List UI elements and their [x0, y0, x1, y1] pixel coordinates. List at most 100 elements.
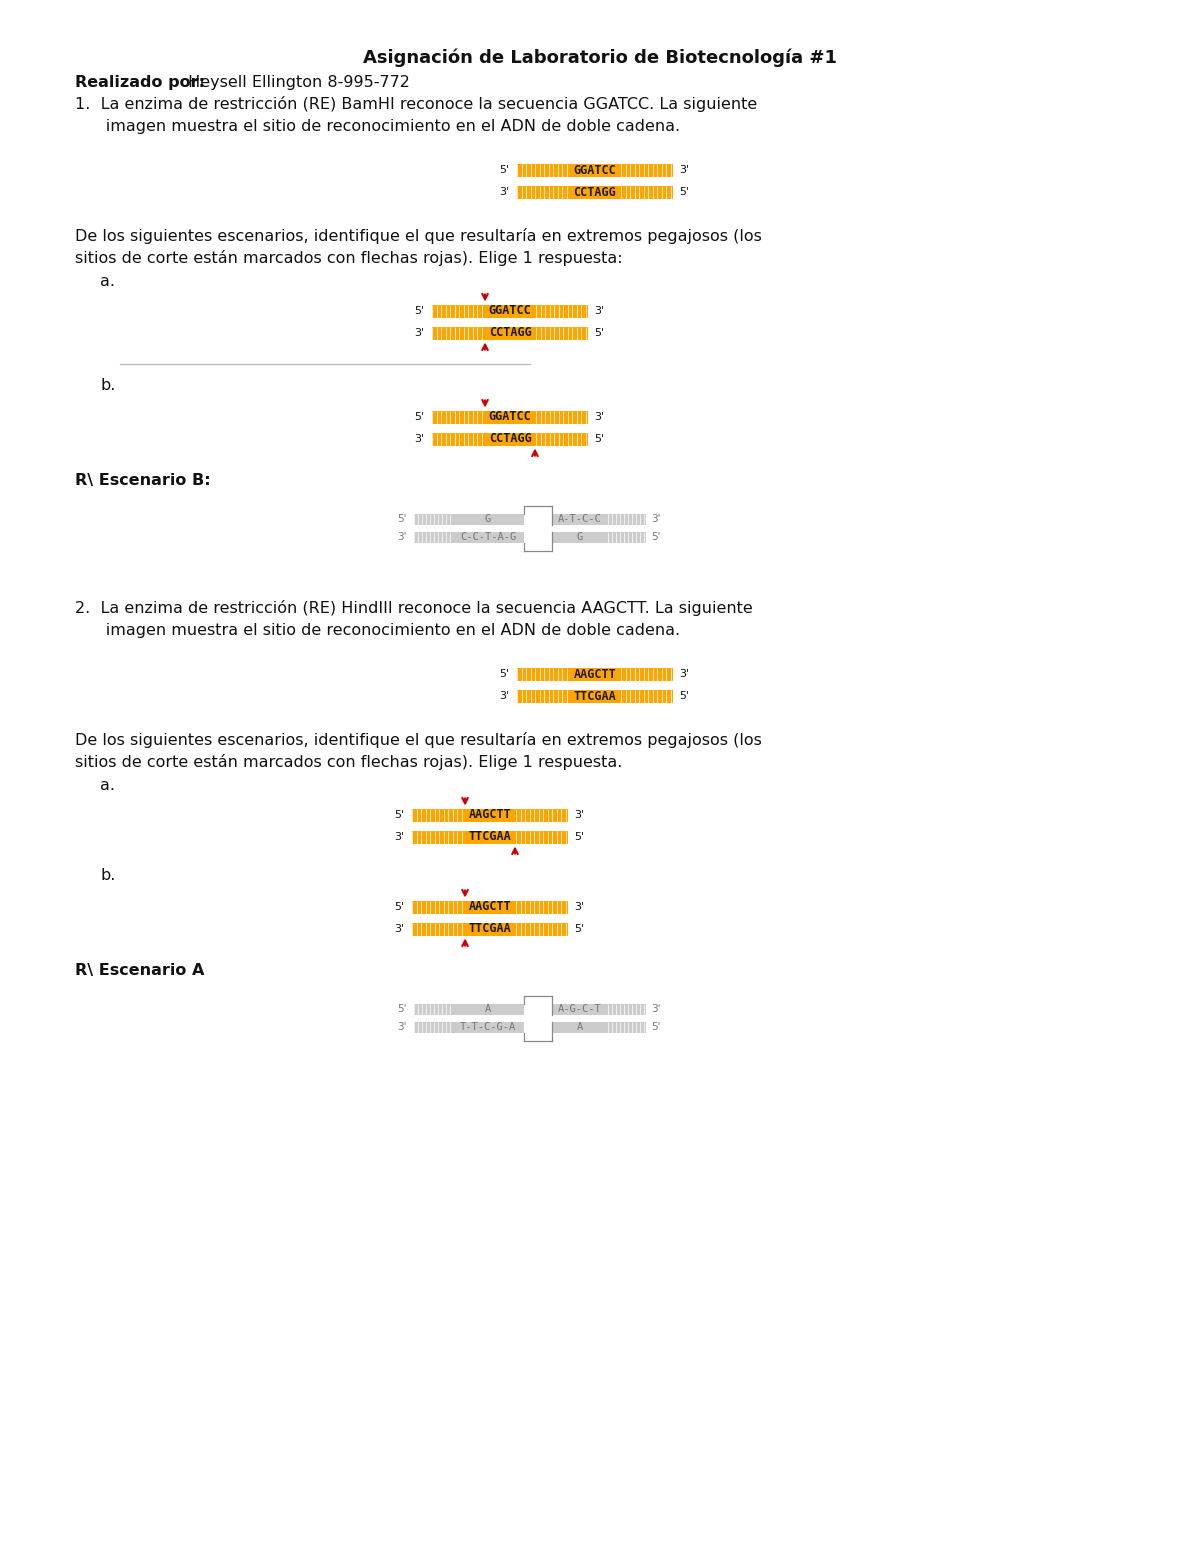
Text: CCTAGG: CCTAGG — [574, 185, 617, 199]
Bar — [517, 668, 569, 680]
Text: 5': 5' — [650, 533, 660, 542]
Bar — [608, 1003, 646, 1014]
Bar — [432, 432, 484, 446]
Bar — [536, 410, 588, 424]
Text: 5': 5' — [414, 306, 424, 315]
Text: AAGCTT: AAGCTT — [469, 901, 511, 913]
Text: 5': 5' — [499, 165, 509, 175]
Bar — [517, 163, 569, 177]
Text: AAGCTT: AAGCTT — [469, 809, 511, 822]
Bar — [552, 1003, 608, 1014]
Bar — [569, 690, 622, 702]
Text: sitios de corte están marcados con flechas rojas). Elige 1 respuesta.: sitios de corte están marcados con flech… — [74, 755, 623, 770]
Bar — [516, 901, 568, 913]
Text: sitios de corte están marcados con flechas rojas). Elige 1 respuesta:: sitios de corte están marcados con flech… — [74, 250, 623, 266]
Text: Asignación de Laboratorio de Biotecnología #1: Asignación de Laboratorio de Biotecnolog… — [364, 48, 838, 67]
Text: 3': 3' — [414, 433, 424, 444]
Text: A: A — [485, 1003, 491, 1014]
Text: 3': 3' — [650, 1003, 660, 1014]
Bar — [414, 1003, 452, 1014]
Bar — [432, 304, 484, 317]
Text: 5': 5' — [594, 328, 604, 339]
Bar — [412, 831, 464, 843]
Bar — [432, 326, 484, 340]
Text: b.: b. — [100, 868, 115, 884]
Text: 5': 5' — [394, 811, 404, 820]
Text: 5': 5' — [594, 433, 604, 444]
Text: 3': 3' — [650, 514, 660, 523]
Bar — [464, 922, 516, 935]
Text: 3': 3' — [397, 1022, 407, 1033]
Bar — [569, 163, 622, 177]
Text: 3': 3' — [499, 186, 509, 197]
Bar — [516, 922, 568, 935]
Text: 3': 3' — [394, 924, 404, 933]
Bar — [432, 410, 484, 424]
Bar — [552, 1022, 608, 1033]
Text: imagen muestra el sitio de reconocimiento en el ADN de doble cadena.: imagen muestra el sitio de reconocimient… — [74, 623, 680, 637]
Text: GGATCC: GGATCC — [488, 410, 532, 424]
Text: 5': 5' — [397, 1003, 407, 1014]
Text: b.: b. — [100, 379, 115, 393]
Bar — [536, 304, 588, 317]
Bar — [608, 514, 646, 525]
Text: 3': 3' — [679, 165, 689, 175]
Bar — [484, 410, 536, 424]
Bar — [536, 432, 588, 446]
Bar — [452, 531, 524, 542]
Bar — [484, 326, 536, 340]
Text: R\ Escenario B:: R\ Escenario B: — [74, 472, 211, 488]
Bar — [484, 304, 536, 317]
Bar — [414, 514, 452, 525]
Bar — [517, 185, 569, 199]
Text: A: A — [577, 1022, 583, 1033]
Bar — [464, 901, 516, 913]
Bar — [464, 831, 516, 843]
Bar — [517, 690, 569, 702]
Bar — [552, 531, 608, 542]
Bar — [414, 1022, 452, 1033]
Text: De los siguientes escenarios, identifique el que resultaría en extremos pegajoso: De los siguientes escenarios, identifiqu… — [74, 228, 762, 244]
Text: De los siguientes escenarios, identifique el que resultaría en extremos pegajoso: De los siguientes escenarios, identifiqu… — [74, 731, 762, 749]
Bar — [569, 668, 622, 680]
Bar — [536, 326, 588, 340]
Text: CCTAGG: CCTAGG — [488, 326, 532, 340]
Text: T-T-C-G-A: T-T-C-G-A — [460, 1022, 516, 1033]
Text: 5': 5' — [394, 902, 404, 912]
Bar — [622, 690, 673, 702]
Text: C-C-T-A-G: C-C-T-A-G — [460, 533, 516, 542]
Bar — [552, 514, 608, 525]
Text: 5': 5' — [650, 1022, 660, 1033]
Bar — [516, 831, 568, 843]
Bar — [452, 1003, 524, 1014]
Text: 5': 5' — [574, 832, 584, 842]
Bar — [412, 922, 464, 935]
Text: 5': 5' — [499, 669, 509, 679]
Bar — [412, 901, 464, 913]
Bar — [452, 514, 524, 525]
Text: CCTAGG: CCTAGG — [488, 432, 532, 446]
Bar — [622, 668, 673, 680]
Text: 5': 5' — [679, 691, 689, 700]
Bar — [569, 185, 622, 199]
Text: A-T-C-C: A-T-C-C — [558, 514, 602, 523]
Text: GGATCC: GGATCC — [574, 163, 617, 177]
Text: 5': 5' — [397, 514, 407, 523]
Bar — [464, 809, 516, 822]
Bar — [484, 432, 536, 446]
Text: AAGCTT: AAGCTT — [574, 668, 617, 680]
Text: imagen muestra el sitio de reconocimiento en el ADN de doble cadena.: imagen muestra el sitio de reconocimient… — [74, 118, 680, 134]
Bar — [412, 809, 464, 822]
Text: 3': 3' — [414, 328, 424, 339]
Text: 1.  La enzima de restricción (RE) BamHI reconoce la secuencia GGATCC. La siguien: 1. La enzima de restricción (RE) BamHI r… — [74, 96, 757, 112]
Text: Realizado por:: Realizado por: — [74, 75, 205, 90]
Text: 3': 3' — [574, 902, 584, 912]
Text: A-G-C-T: A-G-C-T — [558, 1003, 602, 1014]
Bar — [414, 531, 452, 542]
Text: a.: a. — [100, 778, 115, 794]
Bar — [608, 531, 646, 542]
Text: 2.  La enzima de restricción (RE) HindIII reconoce la secuencia AAGCTT. La sigui: 2. La enzima de restricción (RE) HindIII… — [74, 599, 752, 617]
Text: 3': 3' — [574, 811, 584, 820]
Text: Heysell Ellington 8-995-772: Heysell Ellington 8-995-772 — [182, 75, 410, 90]
Text: TTCGAA: TTCGAA — [574, 690, 617, 702]
